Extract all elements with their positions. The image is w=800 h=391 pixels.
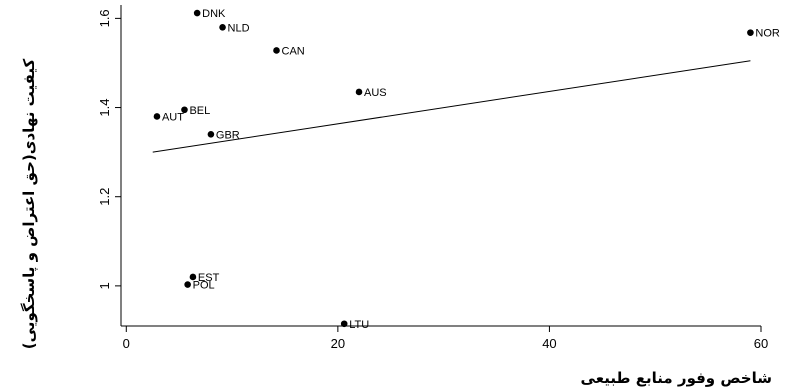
x-axis-title: شاخص وفور منابع طبیعی bbox=[581, 369, 772, 387]
titles-group: شاخص وفور منابع طبیعی کیفیت نهادی(حق اعت… bbox=[20, 59, 772, 387]
fit-line bbox=[152, 60, 751, 153]
point-label: CAN bbox=[282, 45, 305, 57]
point-label: BEL bbox=[189, 105, 210, 117]
data-point bbox=[181, 106, 188, 114]
data-point bbox=[207, 130, 215, 138]
y-tick-label: 1.6 bbox=[97, 9, 112, 27]
data-point bbox=[184, 281, 191, 288]
data-point bbox=[355, 88, 363, 96]
data-point bbox=[189, 273, 197, 281]
x-tick-label: 40 bbox=[542, 336, 556, 351]
data-point bbox=[340, 320, 348, 328]
y-tick-label: 1 bbox=[97, 282, 112, 289]
data-point bbox=[273, 47, 280, 54]
point-label: EST bbox=[198, 272, 220, 284]
data-point bbox=[153, 113, 161, 120]
y-axis-title: کیفیت نهادی(حق اعتراض و پاسخگویی) bbox=[20, 59, 39, 350]
point-label: GBR bbox=[216, 129, 240, 141]
point-label: DNK bbox=[202, 8, 226, 20]
data-point bbox=[747, 29, 754, 36]
axes: 0 20 40 60 1 1.2 1.4 1.6 bbox=[97, 5, 768, 351]
point-label: LTU bbox=[349, 319, 369, 331]
y-tick-label: 1.4 bbox=[97, 99, 112, 117]
y-tick-label: 1.2 bbox=[97, 188, 112, 206]
x-tick-label: 20 bbox=[331, 336, 345, 351]
point-label: AUS bbox=[364, 87, 387, 99]
data-point bbox=[193, 9, 201, 17]
point-label: AUT bbox=[162, 111, 184, 123]
x-tick-label: 0 bbox=[123, 336, 130, 351]
point-label: NLD bbox=[228, 22, 250, 34]
fit-line-group bbox=[152, 60, 751, 153]
point-label: NOR bbox=[755, 28, 780, 40]
point-label: POL bbox=[193, 280, 215, 292]
x-tick-label: 60 bbox=[754, 336, 768, 351]
data-point bbox=[219, 23, 226, 31]
